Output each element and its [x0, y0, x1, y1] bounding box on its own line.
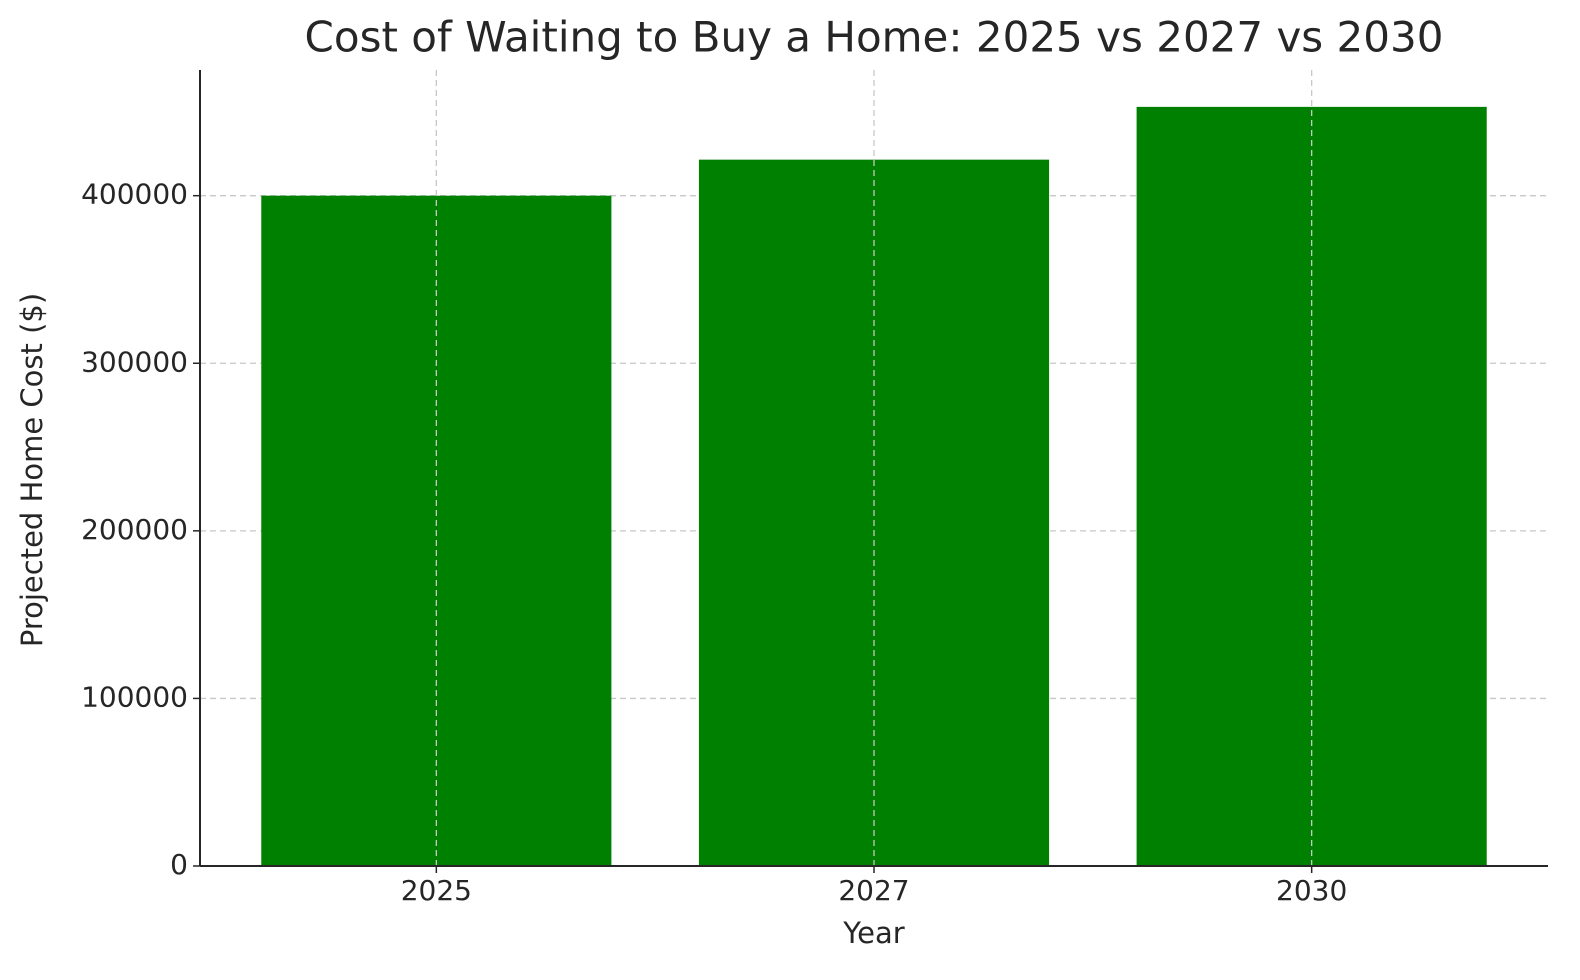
y-tick-label: 300000: [81, 345, 188, 378]
x-grid: [435, 70, 1313, 866]
x-tick-label: 2025: [401, 874, 472, 907]
y-tick-label: 100000: [81, 680, 188, 713]
x-axis-label: Year: [842, 916, 904, 950]
y-tick-label: 0: [170, 848, 188, 881]
x-tick-label: 2030: [1276, 874, 1347, 907]
y-tick-label: 400000: [81, 178, 188, 211]
y-tick-label: 200000: [81, 513, 188, 546]
chart-title: Cost of Waiting to Buy a Home: 2025 vs 2…: [305, 13, 1444, 62]
x-tick-label: 2027: [838, 874, 909, 907]
y-axis-label: Projected Home Cost ($): [15, 293, 49, 647]
